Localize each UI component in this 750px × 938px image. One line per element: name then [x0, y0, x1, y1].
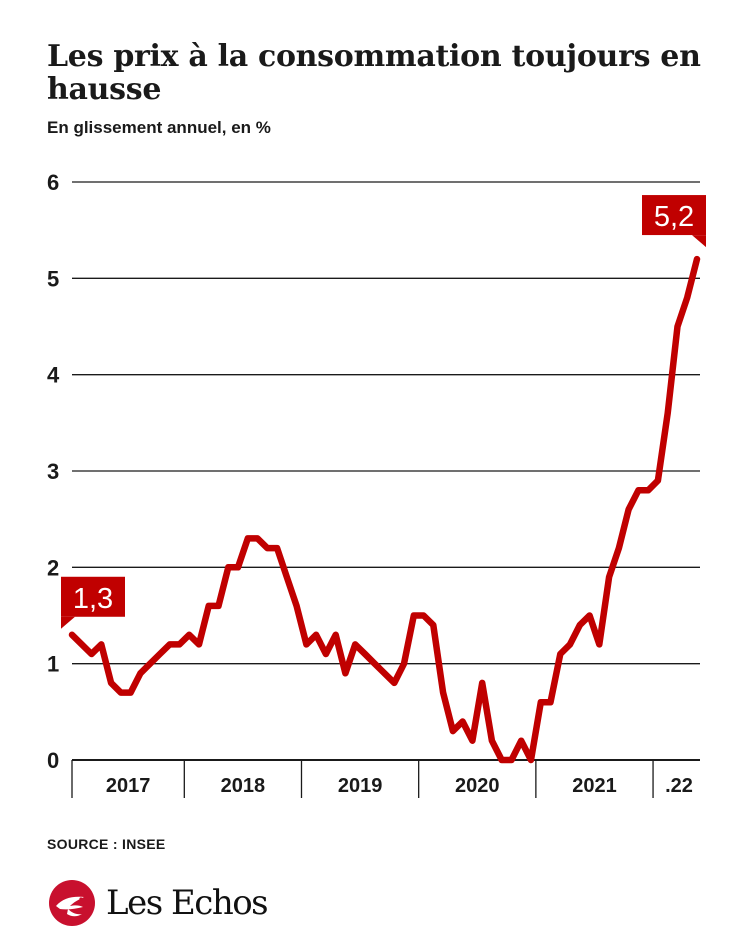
annotation-pointer	[692, 235, 706, 248]
y-tick-label: 2	[47, 555, 59, 580]
bird-logo-icon	[49, 880, 95, 926]
y-tick-label: 3	[47, 459, 59, 484]
annotation-box	[642, 195, 706, 236]
x-tick-label: 2017	[106, 775, 151, 797]
chart-subtitle: En glissement annuel, en %	[47, 118, 271, 137]
gridlines	[72, 181, 700, 761]
x-tick-label: 2019	[338, 775, 383, 797]
y-tick-label: 4	[47, 363, 60, 388]
x-tick-label: 2021	[572, 775, 617, 797]
y-axis-ticks: 0 1 2 3 4 5 6	[47, 170, 60, 773]
source-note: SOURCE : INSEE	[47, 836, 166, 852]
y-tick-label: 6	[47, 170, 59, 195]
y-tick-label: 1	[47, 652, 59, 677]
annotation-callout: 5,2	[642, 195, 706, 248]
series-line	[68, 255, 701, 764]
annotation-label: 5,2	[654, 201, 694, 233]
annotation-box	[61, 576, 125, 617]
annotation-pointer	[61, 616, 75, 629]
les-echos-logo: Les Echos	[48, 878, 269, 928]
x-tick-label: 2018	[221, 775, 266, 797]
line-chart: 0 1 2 3 4 5 6 2017 2018 2019 2020 2021 .22 1,3 5,2	[47, 170, 706, 798]
chart-title: Les prix à la consommation toujours en h…	[47, 39, 701, 107]
y-tick-label: 0	[47, 748, 59, 773]
y-tick-label: 5	[47, 266, 59, 291]
annotation-callout: 1,3	[61, 576, 125, 629]
logo-wordmark: Les Echos	[106, 883, 269, 923]
x-axis: 2017 2018 2019 2020 2021 .22	[71, 760, 693, 798]
x-tick-label: .22	[665, 775, 693, 797]
annotations: 1,3 5,2	[61, 195, 706, 629]
x-tick-label: 2020	[455, 775, 500, 797]
annotation-label: 1,3	[73, 583, 113, 615]
